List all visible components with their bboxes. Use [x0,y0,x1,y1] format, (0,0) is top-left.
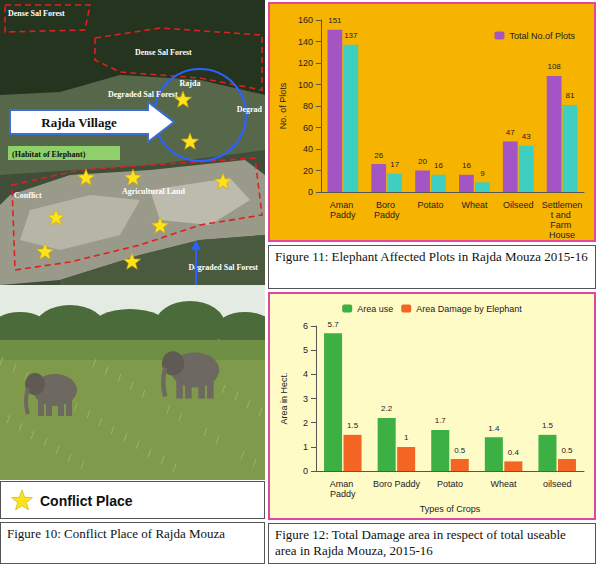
svg-text:0.5: 0.5 [561,446,573,455]
svg-text:0: 0 [303,466,308,476]
svg-text:Conflict Place: Conflict Place [40,493,133,509]
svg-text:Agricultural Land: Agricultural Land [122,187,185,196]
svg-text:0.4: 0.4 [508,448,520,457]
svg-text:1.4: 1.4 [488,424,500,433]
svg-text:(Habitat of Elephant): (Habitat of Elephant) [12,150,86,159]
svg-text:Total No.of Plots: Total No.of Plots [509,31,575,41]
svg-text:160: 160 [298,15,313,25]
svg-text:Oilseed: Oilseed [503,200,534,210]
svg-text:Area use: Area use [357,304,393,314]
svg-text:16: 16 [434,161,443,170]
svg-text:Degrad: Degrad [237,105,263,114]
svg-text:47: 47 [506,128,515,137]
svg-text:120: 120 [298,58,313,68]
svg-text:Paddy: Paddy [330,489,356,499]
svg-text:Potato: Potato [437,479,463,489]
svg-text:Potato: Potato [418,200,444,210]
svg-text:Aman: Aman [330,479,356,489]
svg-text:oilseed: oilseed [543,479,572,489]
svg-text:5: 5 [303,345,308,355]
svg-text:Types of Crops: Types of Crops [420,504,481,514]
svg-text:Area Damage by Elephant: Area Damage by Elephant [416,304,522,314]
svg-text:80: 80 [303,101,313,111]
svg-text:Boro Paddy: Boro Paddy [373,479,421,489]
svg-text:Boro: Boro [376,200,398,210]
svg-text:5.7: 5.7 [327,320,339,329]
svg-text:House: House [549,230,575,240]
svg-text:137: 137 [344,31,358,40]
svg-text:100: 100 [298,80,313,90]
svg-text:Paddy: Paddy [374,210,400,220]
svg-text:20: 20 [418,157,427,166]
svg-text:Degraded Sal Forest: Degraded Sal Forest [108,90,178,99]
svg-text:Dense Sal Forest: Dense Sal Forest [135,48,192,57]
svg-text:Aman: Aman [330,200,356,210]
html-text:Figure 10: Conflict Place of R: Figure 10: Conflict Place of Rajda Mouza [7,526,226,541]
svg-text:No. of Plots: No. of Plots [278,82,288,129]
svg-text:6: 6 [303,321,308,331]
svg-text:2: 2 [303,418,308,428]
svg-text:Paddy: Paddy [330,210,356,220]
svg-text:4: 4 [303,369,308,379]
svg-text:1.5: 1.5 [542,421,554,430]
svg-text:3: 3 [303,394,308,404]
svg-text:108: 108 [547,62,561,71]
html-text:Figure 11: Elephant Affected P: Figure 11: Elephant Affected Plots in Ra… [275,249,588,264]
svg-text:40: 40 [303,144,313,154]
svg-text:81: 81 [566,91,575,100]
svg-text:Wheat: Wheat [491,479,518,489]
svg-text:0.5: 0.5 [454,446,466,455]
html-text:Figure 12: Total Damage area i: Figure 12: Total Damage area in respect … [275,527,566,558]
svg-text:1: 1 [303,442,308,452]
svg-text:Rajda: Rajda [180,79,201,88]
svg-text:Settlemen: Settlemen [542,200,583,210]
svg-text:43: 43 [522,132,531,141]
svg-text:16: 16 [462,161,471,170]
svg-text:Rajda Village: Rajda Village [41,115,117,130]
svg-text:Dense Sal Forest: Dense Sal Forest [8,9,65,18]
svg-text:60: 60 [303,123,313,133]
svg-text:140: 140 [298,37,313,47]
svg-text:26: 26 [374,151,383,160]
svg-text:1.7: 1.7 [435,416,447,425]
svg-text:t and: t and [551,210,574,220]
svg-text:Degraded Sal Forest: Degraded Sal Forest [188,263,258,272]
svg-text:1: 1 [404,433,409,442]
svg-text:151: 151 [328,16,342,25]
svg-text:20: 20 [303,166,313,176]
svg-text:Farm: Farm [550,220,574,230]
svg-text:Conflict: Conflict [14,191,42,200]
svg-text:0: 0 [308,187,313,197]
svg-text:1.5: 1.5 [347,421,359,430]
svg-text:2.2: 2.2 [381,404,393,413]
svg-text:Wheat: Wheat [461,200,488,210]
svg-text:Area in Hect.: Area in Hect. [279,373,289,425]
svg-text:9: 9 [480,169,485,178]
svg-text:17: 17 [390,160,399,169]
